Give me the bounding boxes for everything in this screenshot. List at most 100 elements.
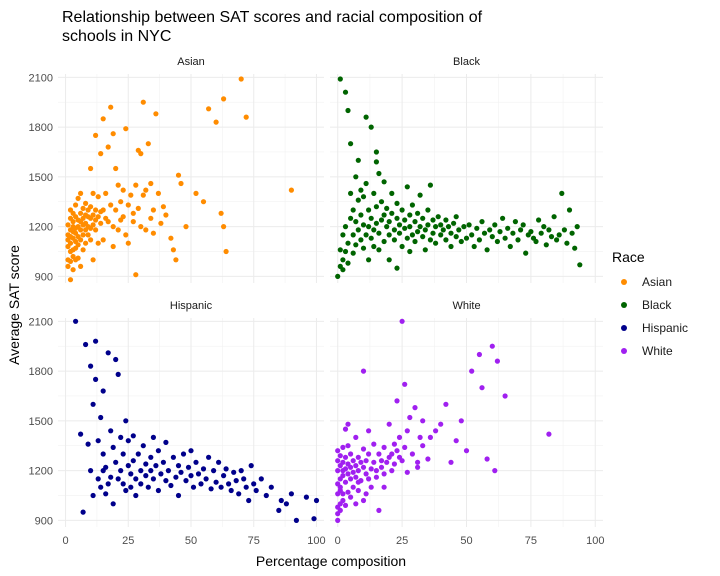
data-point <box>350 469 356 475</box>
data-point <box>342 466 349 472</box>
data-point <box>75 242 81 248</box>
data-point <box>67 258 74 264</box>
data-point <box>461 224 467 230</box>
data-point <box>353 242 359 248</box>
data-point <box>133 272 139 278</box>
data-point <box>348 215 354 221</box>
data-point <box>173 257 179 263</box>
data-point <box>113 356 119 363</box>
data-point <box>358 187 364 193</box>
data-point <box>417 192 423 198</box>
facet-panel-black: Black <box>330 56 603 283</box>
data-point <box>100 207 106 213</box>
data-point <box>150 207 156 213</box>
data-point <box>373 159 379 165</box>
data-point <box>221 96 227 102</box>
data-point <box>376 507 382 513</box>
data-point <box>80 205 86 211</box>
data-point <box>350 207 356 213</box>
data-point <box>402 381 408 387</box>
data-point <box>100 237 106 243</box>
data-point <box>451 220 457 226</box>
data-point <box>440 227 446 233</box>
data-point <box>394 265 400 271</box>
data-point <box>98 220 104 226</box>
data-point <box>140 99 146 105</box>
data-point <box>185 464 192 470</box>
x-tick-label: 25 <box>122 535 134 547</box>
data-point <box>355 227 361 233</box>
data-point <box>288 187 294 193</box>
data-point <box>130 433 136 439</box>
data-point <box>90 190 96 196</box>
data-point <box>360 222 367 228</box>
facet-strip-label: Black <box>453 56 480 68</box>
data-point <box>125 202 131 208</box>
data-point <box>384 224 390 230</box>
data-point <box>422 247 428 253</box>
x-tick-label: 25 <box>396 535 408 547</box>
data-point <box>471 243 477 250</box>
x-tick-label: 75 <box>525 535 537 547</box>
data-point <box>78 263 84 269</box>
facet-panel-asian: Asian <box>58 56 324 283</box>
data-point <box>133 492 139 499</box>
data-point <box>438 421 444 427</box>
data-point <box>241 476 247 482</box>
chart-title-line-2: schools in NYC <box>62 28 171 45</box>
data-point <box>404 235 410 241</box>
data-point <box>342 426 349 432</box>
data-point <box>412 405 418 411</box>
data-point <box>358 212 364 218</box>
data-point <box>353 174 359 180</box>
data-point <box>484 247 490 253</box>
data-point <box>150 230 156 236</box>
data-point <box>505 225 511 231</box>
data-point <box>95 214 101 220</box>
data-point <box>211 468 217 474</box>
facet-panel-white: White <box>330 300 603 527</box>
data-point <box>386 257 392 263</box>
data-point <box>528 229 534 235</box>
data-point <box>376 451 382 457</box>
data-point <box>155 448 161 454</box>
data-point <box>175 492 182 499</box>
data-point <box>394 448 400 454</box>
data-point <box>105 350 111 356</box>
data-point <box>120 187 126 193</box>
data-point <box>378 199 385 205</box>
data-point <box>125 240 131 246</box>
data-point <box>110 131 116 137</box>
data-point <box>391 441 397 447</box>
data-point <box>554 237 560 243</box>
data-point <box>100 116 106 122</box>
data-point <box>391 227 397 233</box>
data-point <box>340 459 346 465</box>
x-tick-label: 50 <box>460 535 472 547</box>
data-point <box>180 451 187 457</box>
data-point <box>148 215 154 221</box>
data-point <box>88 204 94 210</box>
data-point <box>135 451 141 457</box>
data-point <box>93 207 99 213</box>
data-point <box>363 471 369 477</box>
data-point <box>125 438 131 444</box>
data-point <box>448 243 454 250</box>
data-point <box>337 247 343 253</box>
data-point <box>500 215 506 221</box>
data-point <box>463 448 470 454</box>
data-point <box>190 484 197 490</box>
data-point <box>118 199 124 205</box>
data-point <box>474 225 480 231</box>
data-point <box>340 267 346 273</box>
data-point <box>213 479 219 485</box>
data-point <box>371 227 377 233</box>
x-tick-label: 75 <box>248 535 260 547</box>
data-point <box>342 454 349 460</box>
facet-strip-label: Hispanic <box>170 300 213 312</box>
data-point <box>178 180 184 187</box>
data-point <box>569 230 575 236</box>
data-point <box>95 476 101 482</box>
data-point <box>546 431 552 437</box>
data-point <box>103 491 109 497</box>
